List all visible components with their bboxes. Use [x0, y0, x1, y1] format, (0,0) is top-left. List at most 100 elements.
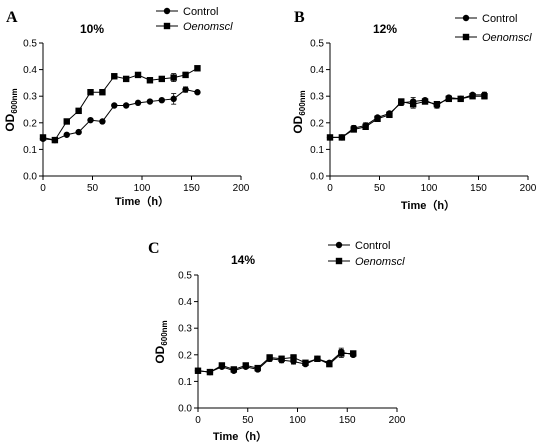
- data-point: [398, 98, 405, 105]
- x-tick-label: 0: [40, 183, 46, 194]
- y-axis-label-main: OD: [153, 345, 167, 363]
- panel-c: C 14% 0 50 100 150 200 0.0 0.1 0.2 0.3 0.4 0.5 Time（h…: [148, 240, 406, 443]
- y-tick-label: 0.3: [23, 92, 37, 103]
- data-point: [338, 350, 345, 357]
- data-point: [326, 134, 334, 141]
- x-tick-label: 200: [520, 183, 537, 194]
- y-tick-label: 0.0: [178, 404, 192, 415]
- legend-marker: [462, 14, 470, 22]
- series-control: [39, 86, 201, 144]
- data-point: [194, 89, 201, 96]
- data-point: [266, 354, 273, 361]
- x-axis-label: Time（h）: [213, 430, 267, 443]
- data-point: [254, 364, 261, 372]
- data-point: [99, 118, 106, 125]
- data-point: [290, 354, 297, 361]
- data-point: [362, 123, 369, 130]
- data-point: [302, 359, 309, 366]
- data-point: [206, 368, 214, 376]
- data-point: [134, 99, 142, 107]
- y-axis-label: OD600nm: [3, 88, 19, 131]
- legend-label: Oenomscl: [355, 256, 405, 268]
- y-tick-label: 0.5: [310, 39, 324, 50]
- panel-title: 12%: [373, 22, 397, 36]
- data-point: [182, 86, 189, 93]
- y-tick-label: 0.2: [178, 350, 192, 361]
- x-tick-label: 200: [389, 415, 406, 426]
- data-point: [158, 75, 165, 83]
- data-point: [63, 131, 70, 138]
- data-point: [75, 128, 82, 136]
- legend-marker: [335, 241, 343, 249]
- data-point: [170, 95, 177, 103]
- data-point: [122, 75, 130, 83]
- y-tick-label: 0.5: [178, 271, 192, 282]
- y-tick-label: 0.1: [178, 377, 192, 388]
- data-point: [326, 360, 333, 368]
- y-axis-label: OD600nm: [291, 90, 307, 133]
- series-oenomscl: [39, 65, 201, 144]
- data-point: [99, 89, 106, 96]
- panel-letter: A: [6, 9, 18, 26]
- data-point: [242, 362, 249, 369]
- data-point: [75, 107, 82, 115]
- y-tick-label: 0.1: [23, 145, 37, 156]
- legend-entry: Control: [156, 6, 218, 18]
- legend-label: Oenomscl: [482, 32, 532, 44]
- y-tick-label: 0.2: [310, 118, 324, 129]
- data-point: [481, 93, 488, 100]
- data-point: [51, 136, 59, 144]
- data-point: [469, 93, 476, 100]
- panel-letter: B: [294, 9, 305, 26]
- y-tick-label: 0.0: [23, 172, 37, 183]
- y-axis-label-main: OD: [3, 113, 17, 131]
- x-tick-label: 50: [374, 183, 386, 194]
- legend-label: Control: [482, 13, 517, 25]
- legend-entry: Control: [328, 240, 390, 252]
- x-tick-label: 0: [195, 415, 201, 426]
- legend-label: Control: [183, 6, 218, 18]
- data-point: [111, 102, 118, 109]
- data-point: [314, 355, 321, 362]
- x-tick-label: 200: [233, 183, 250, 194]
- data-point: [122, 102, 130, 109]
- data-point: [457, 95, 464, 103]
- y-axis-label-main: OD: [291, 115, 305, 133]
- legend-marker: [335, 257, 343, 265]
- panel-letter: C: [148, 240, 160, 257]
- y-axis-label: OD600nm: [153, 320, 169, 363]
- data-point: [350, 350, 357, 357]
- data-point: [278, 355, 285, 362]
- data-point: [386, 111, 393, 119]
- data-point: [146, 77, 154, 84]
- y-axis-label-subscript: 600nm: [10, 88, 19, 113]
- y-tick-label: 0.3: [310, 92, 324, 103]
- data-point: [350, 126, 357, 133]
- x-tick-label: 50: [87, 183, 99, 194]
- x-tick-label: 150: [339, 415, 356, 426]
- x-tick-label: 150: [470, 183, 487, 194]
- data-point: [421, 98, 429, 105]
- data-point: [194, 367, 202, 374]
- x-axis-label: Time（h）: [401, 199, 455, 212]
- legend-label: Control: [355, 240, 390, 252]
- data-point: [111, 73, 118, 80]
- y-tick-label: 0.4: [178, 297, 192, 308]
- data-point: [230, 366, 238, 373]
- panel-title: 10%: [80, 22, 104, 36]
- data-point: [194, 65, 201, 72]
- y-tick-label: 0.0: [310, 172, 324, 183]
- series-oenomscl: [326, 93, 488, 141]
- data-point: [182, 71, 189, 79]
- data-point: [218, 362, 226, 369]
- y-tick-label: 0.3: [178, 324, 192, 335]
- data-point: [409, 100, 417, 108]
- y-tick-label: 0.4: [310, 65, 324, 76]
- data-point: [39, 134, 47, 141]
- y-axis-label-subscript: 600nm: [298, 90, 307, 115]
- x-tick-label: 100: [421, 183, 438, 194]
- data-point: [433, 100, 441, 108]
- data-point: [170, 74, 177, 81]
- data-point: [158, 96, 165, 104]
